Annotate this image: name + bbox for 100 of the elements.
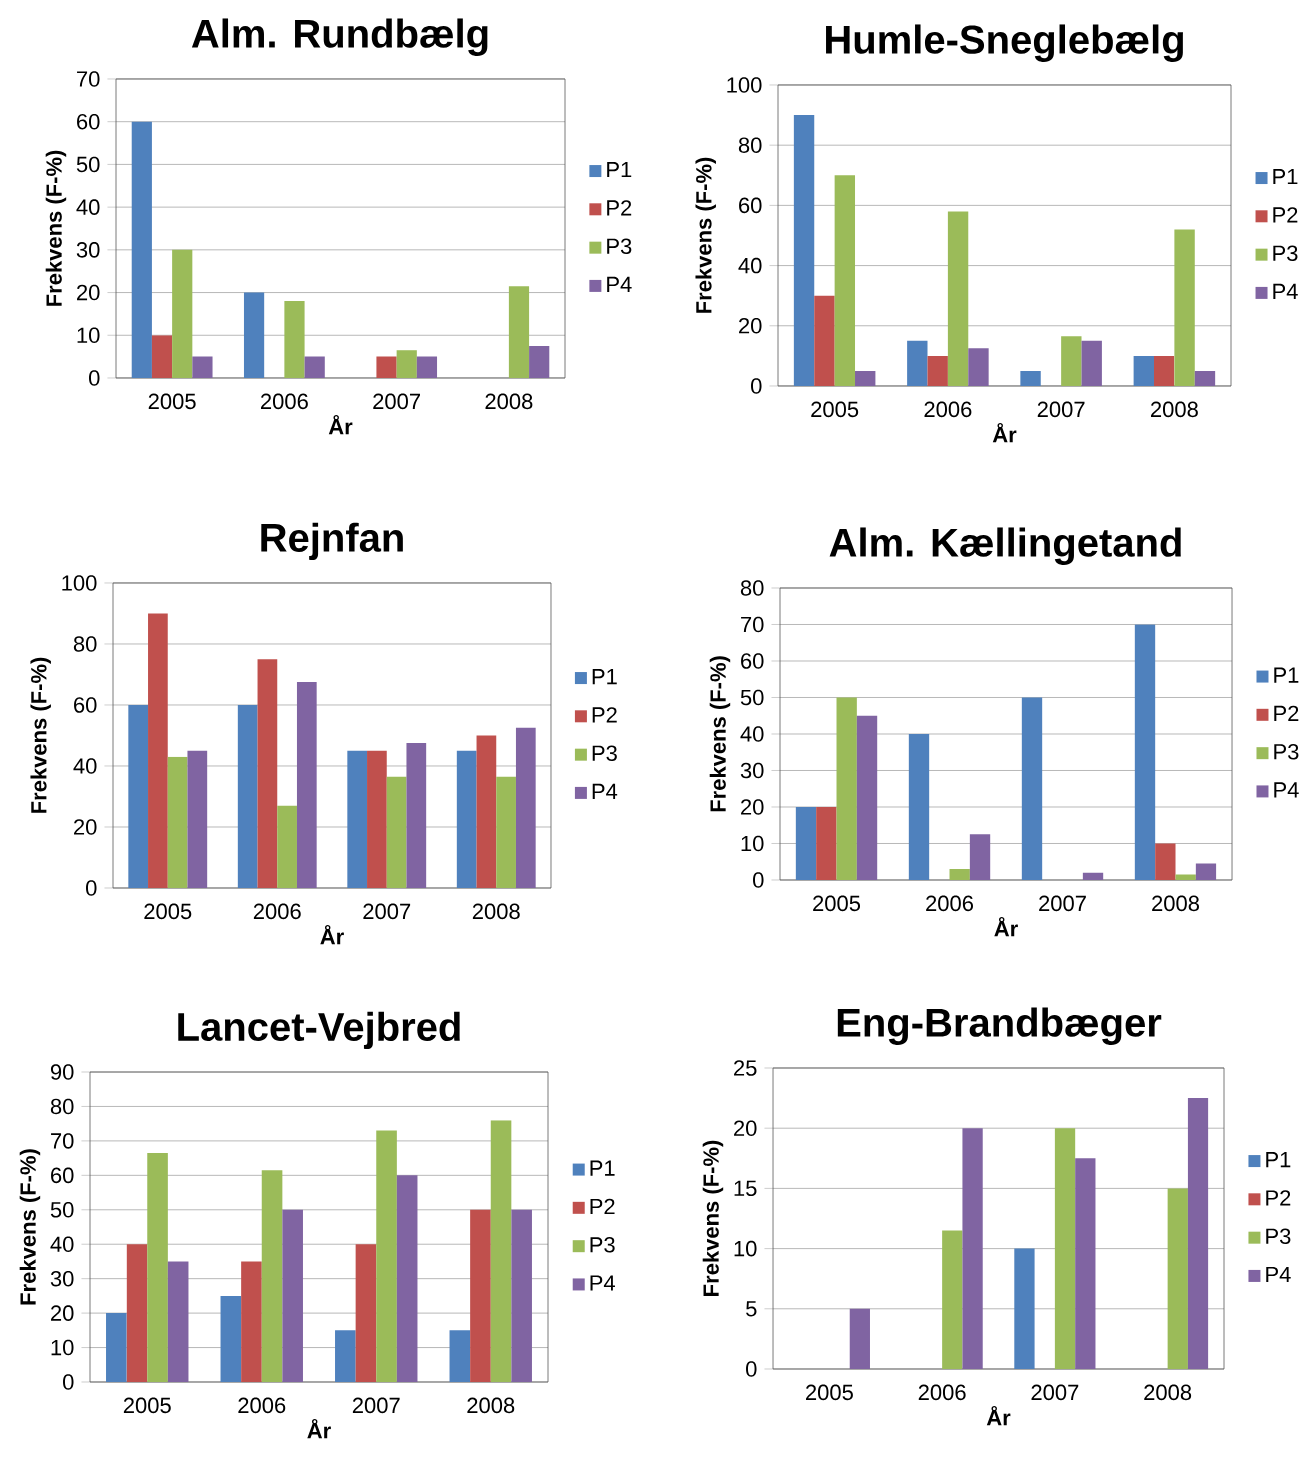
bar (836, 697, 857, 880)
bar (367, 750, 387, 888)
bar (1167, 1188, 1188, 1369)
bar (282, 1209, 303, 1382)
bar (947, 211, 969, 386)
x-tick-label: 2008 (472, 903, 520, 920)
y-tick-label: 10 (77, 327, 100, 344)
y-tick-label: 10 (51, 1339, 74, 1356)
y-tick-label: 100 (727, 77, 762, 93)
y-tick-label: 60 (741, 653, 764, 669)
y-tick-label: 0 (63, 1374, 74, 1390)
legend-label: P1 (607, 162, 632, 178)
legend-label: P3 (1274, 744, 1299, 760)
x-tick-label: 2006 (924, 401, 972, 418)
bar (376, 1130, 397, 1382)
bar (148, 613, 168, 888)
legend-label: P4 (607, 276, 632, 292)
bar (406, 743, 427, 888)
bar (1082, 872, 1104, 880)
legend-label: P1 (1274, 667, 1299, 683)
bar (1081, 340, 1102, 386)
y-axis-title: Frekvens (F-%) (19, 1149, 41, 1305)
legend-label: P1 (592, 669, 617, 685)
x-tick-label: 2007 (1037, 401, 1085, 418)
bar (529, 345, 550, 378)
bar (396, 1175, 418, 1382)
bar (849, 1308, 870, 1369)
bar (126, 1244, 148, 1382)
chart-title: Lancet-Vejbred (178, 1011, 460, 1049)
y-tick-label: 20 (74, 819, 97, 835)
legend-label: P3 (592, 745, 617, 762)
bar (147, 1152, 168, 1382)
y-tick-label: 30 (50, 1270, 74, 1287)
bar (1021, 697, 1043, 880)
y-tick-label: 40 (76, 199, 100, 215)
legend-label: P3 (590, 1237, 615, 1253)
legend-label: P1 (590, 1160, 615, 1176)
bar (1054, 1128, 1076, 1369)
y-axis-title: Frekvens (F-%) (45, 150, 67, 306)
x-tick-label: 2006 (253, 903, 301, 920)
bar (908, 733, 930, 880)
bar (949, 869, 970, 880)
x-tick-label: 2005 (813, 895, 861, 912)
x-tick-label: 2007 (373, 393, 420, 410)
y-tick-label: 20 (51, 1305, 74, 1321)
bar (1155, 843, 1176, 880)
bar (376, 356, 397, 378)
legend-label: P4 (592, 783, 618, 799)
bar (968, 348, 989, 386)
y-tick-label: 60 (739, 197, 762, 214)
bar (834, 175, 856, 386)
y-axis-title: Frekvens (F-%) (30, 657, 51, 813)
x-tick-label: 2007 (363, 903, 411, 920)
x-tick-label: 2006 (926, 895, 973, 912)
bar (1134, 624, 1156, 880)
y-tick-label: 5 (746, 1301, 757, 1317)
legend-label: P2 (592, 707, 617, 723)
y-tick-label: 20 (741, 799, 764, 815)
bar (1195, 863, 1217, 880)
y-tick-label: 20 (77, 284, 100, 301)
legend-label: P3 (1266, 1228, 1291, 1245)
bar (347, 750, 368, 888)
bar (416, 356, 438, 378)
bar (355, 1244, 377, 1382)
bar (257, 659, 278, 888)
y-tick-label: 40 (73, 758, 97, 774)
x-tick-label: 2007 (1039, 895, 1086, 912)
legend-label: P1 (1273, 169, 1298, 185)
bar (816, 806, 837, 880)
x-tick-label: 2006 (261, 393, 308, 410)
x-tick-label: 2008 (1152, 895, 1199, 912)
bar (449, 1330, 471, 1382)
y-tick-label: 0 (751, 378, 762, 394)
bar (396, 350, 417, 378)
bar (814, 295, 835, 386)
bar (511, 1209, 532, 1382)
y-tick-label: 40 (50, 1236, 74, 1253)
chart-title: Humle-Sneglebælg (826, 24, 1183, 62)
bar (856, 715, 878, 880)
bar (907, 340, 928, 386)
x-tick-label: 2005 (811, 401, 859, 418)
y-tick-label: 60 (74, 697, 97, 713)
bar (131, 121, 152, 378)
bar (151, 335, 173, 378)
bar (1075, 1158, 1096, 1369)
x-axis-title: År (986, 1405, 1011, 1426)
x-axis-title: År (307, 1418, 331, 1439)
y-tick-label: 80 (738, 137, 762, 153)
y-tick-label: 50 (76, 156, 100, 173)
x-axis-title: År (994, 916, 1018, 937)
y-tick-label: 60 (51, 1167, 74, 1184)
bar (515, 727, 536, 888)
bar (1174, 229, 1195, 386)
y-tick-label: 60 (77, 113, 100, 130)
bar (476, 735, 497, 888)
x-axis-title: År (992, 422, 1017, 443)
y-tick-label: 90 (50, 1064, 74, 1080)
y-tick-label: 70 (51, 1133, 74, 1149)
y-tick-label: 0 (753, 872, 764, 888)
y-tick-label: 50 (740, 689, 764, 706)
